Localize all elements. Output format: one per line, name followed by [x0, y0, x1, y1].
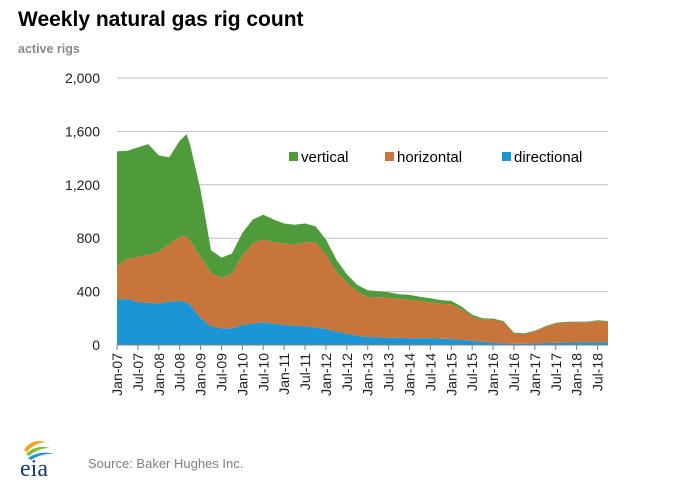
x-tick-label: Jan-07: [109, 353, 125, 396]
x-tick-label: Jul-18: [590, 353, 606, 391]
logo-text: eia: [20, 456, 48, 480]
y-tick-label: 0: [92, 337, 100, 353]
x-tick-label: Jul-08: [172, 353, 188, 391]
x-tick-label: Jul-12: [339, 353, 355, 391]
x-tick-label: Jan-12: [318, 353, 334, 396]
x-tick-label: Jan-09: [193, 353, 209, 396]
rig-count-chart: 0 400 800 1,200 1,600 2,000 Jan-07 Jul-07 Jan-08…: [65, 70, 608, 396]
x-tick-label: Jul-09: [213, 353, 229, 391]
x-tick-label: Jan-16: [485, 353, 501, 396]
legend-swatch-directional: [502, 152, 511, 161]
legend-label-vertical: vertical: [301, 149, 349, 166]
chart-title: Weekly natural gas rig count: [18, 8, 304, 31]
legend-label-directional: directional: [514, 149, 582, 166]
legend-swatch-vertical: [289, 152, 298, 161]
area-vertical: [117, 134, 608, 334]
x-tick-label: Jul-15: [464, 353, 480, 391]
y-axis-unit-label: active rigs: [18, 42, 80, 56]
y-tick-label: 800: [77, 230, 101, 246]
y-tick-label: 2,000: [65, 70, 100, 86]
x-tick-label: Jan-18: [569, 353, 585, 396]
legend-label-horizontal: horizontal: [397, 149, 462, 166]
y-tick-label: 1,600: [65, 123, 100, 139]
x-tick-label: Jul-14: [422, 353, 438, 391]
x-tick-label: Jul-13: [381, 353, 397, 391]
y-tick-label: 1,200: [65, 177, 100, 193]
x-tick-label: Jul-16: [506, 353, 522, 391]
legend-swatch-horizontal: [385, 152, 394, 161]
logo-leaf-blue: [28, 452, 54, 460]
area-horizontal: [117, 235, 608, 344]
logo-leaf-orange: [24, 441, 46, 452]
x-tick-label: Jul-10: [255, 353, 271, 391]
footer: eia Source: Baker Hughes Inc.: [18, 436, 678, 480]
x-tick-label: Jan-08: [151, 353, 167, 396]
x-tick-label: Jan-15: [443, 353, 459, 396]
x-tick-label: Jul-07: [130, 353, 146, 391]
y-tick-label: 400: [77, 284, 101, 300]
x-tick-label: Jul-11: [297, 353, 313, 390]
source-note: Source: Baker Hughes Inc.: [88, 456, 244, 471]
area-directional: [117, 298, 608, 345]
x-tick-label: Jan-14: [402, 353, 418, 396]
eia-logo: eia: [20, 441, 54, 480]
x-tick-label: Jan-10: [234, 353, 250, 396]
x-tick-label: Jan-11: [276, 353, 292, 395]
x-tick-label: Jan-13: [360, 353, 376, 396]
logo-leaf-green: [26, 446, 50, 456]
x-tick-label: Jan-17: [527, 353, 543, 396]
x-tick-label: Jul-17: [548, 353, 564, 391]
